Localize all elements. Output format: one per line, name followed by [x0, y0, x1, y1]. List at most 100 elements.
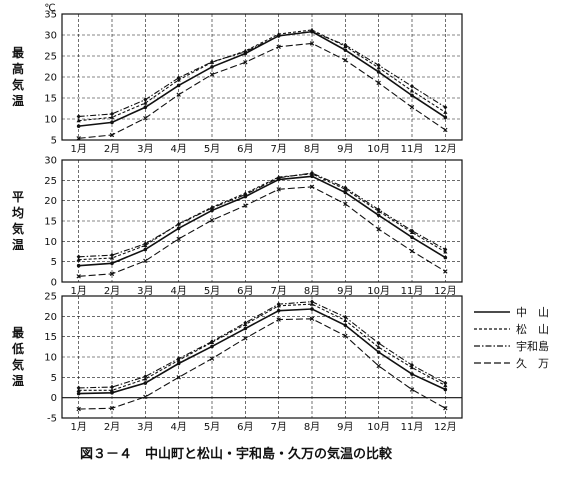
- data-point: [110, 261, 114, 266]
- x-tick-label: 9月: [337, 285, 353, 297]
- data-point: [410, 83, 414, 89]
- data-point: [309, 316, 315, 321]
- data-point: [343, 48, 348, 52]
- y-axis-title-char: 高: [12, 61, 24, 76]
- x-tick-label: 3月: [137, 285, 153, 297]
- data-point: [376, 350, 381, 354]
- y-axis-title-char: 気: [12, 77, 24, 92]
- series-line-3: [78, 301, 446, 389]
- data-point: [410, 93, 414, 98]
- x-tick-label: 9月: [337, 143, 353, 155]
- x-tick-label: 2月: [104, 143, 120, 155]
- data-point: [76, 124, 81, 128]
- y-tick-label: 0: [51, 278, 57, 289]
- data-point: [76, 118, 81, 123]
- series-line-1: [78, 30, 446, 127]
- series-line-1: [78, 308, 446, 395]
- series-line-2: [78, 173, 446, 261]
- x-tick-label: 4月: [170, 143, 186, 155]
- data-point: [343, 42, 348, 48]
- data-point: [76, 274, 81, 279]
- data-point: [276, 317, 281, 322]
- y-tick-label: 15: [44, 217, 57, 228]
- data-point: [109, 406, 115, 411]
- y-axis-title-char: 低: [11, 341, 24, 356]
- legend-label-3: 宇和島: [516, 339, 549, 353]
- y-tick-label: 20: [44, 312, 57, 323]
- data-point: [376, 62, 381, 68]
- y-axis-title-char: 温: [12, 238, 24, 252]
- data-point: [376, 213, 381, 218]
- data-point: [443, 380, 448, 386]
- data-point: [210, 205, 214, 211]
- plot-frame: [61, 295, 463, 419]
- y-tick-label: 10: [44, 237, 57, 248]
- data-point: [243, 192, 248, 197]
- data-point: [243, 203, 248, 208]
- legend-label-1: 中 山: [516, 306, 549, 319]
- data-point: [343, 323, 348, 328]
- data-point: [376, 340, 381, 346]
- y-tick-label: 0: [51, 393, 57, 404]
- x-tick-label: 2月: [104, 421, 120, 433]
- data-point: [276, 175, 281, 181]
- data-point: [176, 356, 181, 361]
- data-point: [209, 356, 215, 361]
- y-tick-label: 10: [44, 115, 57, 126]
- data-point: [243, 320, 248, 326]
- x-tick-label: 3月: [137, 143, 153, 155]
- data-point: [76, 257, 81, 262]
- data-point: [309, 41, 315, 46]
- data-point: [209, 72, 215, 77]
- y-tick-label: 25: [44, 52, 57, 63]
- y-axis-title-char: 均: [12, 205, 24, 220]
- x-tick-label: 6月: [237, 143, 253, 155]
- data-point: [443, 109, 448, 114]
- data-point: [310, 307, 314, 311]
- data-point: [443, 104, 448, 110]
- series-line-1: [78, 175, 446, 267]
- data-point: [409, 88, 415, 93]
- y-tick-label: 15: [44, 332, 57, 343]
- data-point: [176, 92, 181, 97]
- data-point: [343, 185, 348, 190]
- data-point: [376, 363, 381, 369]
- x-tick-label: 1月: [70, 143, 86, 155]
- data-point: [410, 362, 414, 368]
- unit-label: ℃: [44, 3, 55, 14]
- data-point: [376, 207, 381, 212]
- data-point: [110, 252, 114, 258]
- data-point: [76, 391, 81, 396]
- data-point: [210, 344, 214, 349]
- x-tick-label: 12月: [434, 285, 457, 297]
- figure-caption: 図３－４ 中山町と松山・宇和島・久万の気温の比較: [80, 446, 393, 462]
- series-line-3: [78, 172, 446, 258]
- data-point: [343, 318, 348, 322]
- data-point: [143, 100, 148, 105]
- data-point: [143, 381, 148, 385]
- data-point: [443, 255, 448, 260]
- data-point: [110, 384, 114, 390]
- data-point: [243, 336, 248, 341]
- data-point: [76, 385, 81, 391]
- legend-label-2: 松 山: [516, 322, 549, 336]
- data-point: [110, 120, 114, 125]
- data-point: [76, 263, 81, 268]
- x-tick-label: 7月: [270, 143, 286, 155]
- y-axis-title-char: 最: [12, 326, 25, 340]
- data-point: [143, 374, 148, 379]
- y-tick-label: 30: [44, 31, 57, 42]
- series-line-2: [78, 29, 446, 122]
- data-point: [209, 217, 215, 223]
- data-point: [443, 269, 448, 274]
- y-tick-label: 5: [51, 136, 57, 147]
- data-point: [176, 361, 181, 366]
- data-point: [143, 105, 148, 110]
- x-tick-label: 1月: [70, 421, 86, 433]
- data-point: [210, 59, 214, 65]
- x-tick-label: 11月: [401, 285, 424, 297]
